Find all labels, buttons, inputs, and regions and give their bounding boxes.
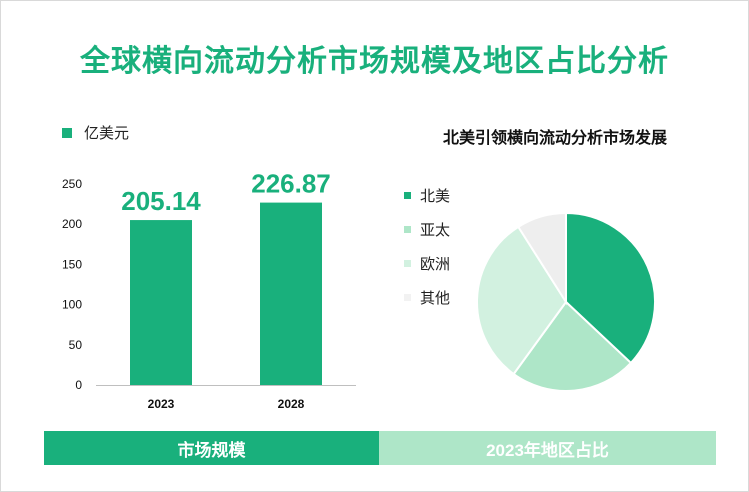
- pie-title: 北美引领横向流动分析市场发展: [442, 130, 667, 147]
- pie-slice: [512, 300, 633, 392]
- footer-market-size: 市场规模: [44, 431, 379, 465]
- bar-data-label: 205.14: [121, 186, 201, 216]
- pie-legend-label: 亚太: [420, 221, 451, 239]
- footer-region-share: 2023年地区占比: [379, 431, 716, 465]
- pie-slice: [516, 211, 567, 306]
- y-tick-label: 50: [69, 338, 83, 352]
- pie-legend-swatch: [404, 191, 411, 199]
- pie-slice: [476, 225, 568, 376]
- bar-legend: 亿美元: [62, 122, 129, 143]
- bar-legend-label: 亿美元: [84, 125, 130, 142]
- pie-marks: [476, 211, 656, 392]
- x-tick-label: 2023: [148, 397, 175, 411]
- pie-legend-item: 欧洲: [404, 246, 450, 280]
- y-tick-label: 150: [62, 257, 82, 271]
- pie-legend-label: 北美: [420, 187, 451, 205]
- pie-legend: 北美 亚太 欧洲 其他: [404, 178, 450, 314]
- bar: [130, 220, 192, 385]
- bar-legend-swatch: [62, 127, 72, 138]
- bar: [260, 202, 322, 385]
- x-tick-label: 2028: [278, 397, 305, 411]
- pie-slice: [565, 211, 656, 365]
- pie-legend-item: 其他: [404, 280, 450, 314]
- pie-legend-label: 欧洲: [420, 255, 451, 273]
- y-tick-label: 250: [62, 177, 82, 191]
- y-tick-label: 0: [75, 378, 82, 392]
- pie-legend-label: 其他: [420, 289, 451, 307]
- y-tick-label: 100: [62, 298, 82, 312]
- pie-legend-item: 北美: [404, 178, 450, 212]
- pie-legend-swatch: [404, 225, 411, 233]
- pie-legend-swatch: [404, 259, 411, 267]
- bar-marks: 205.14 2023 226.87 2028: [121, 169, 331, 411]
- pie-legend-swatch: [404, 293, 411, 301]
- y-tick-label: 200: [62, 217, 82, 231]
- page-title: 全球横向流动分析市场规模及地区占比分析: [80, 45, 669, 78]
- pie-legend-item: 亚太: [404, 212, 450, 246]
- bar-data-label: 226.87: [251, 169, 331, 199]
- bar-axis: 0 50 100 150 200 250: [62, 177, 356, 392]
